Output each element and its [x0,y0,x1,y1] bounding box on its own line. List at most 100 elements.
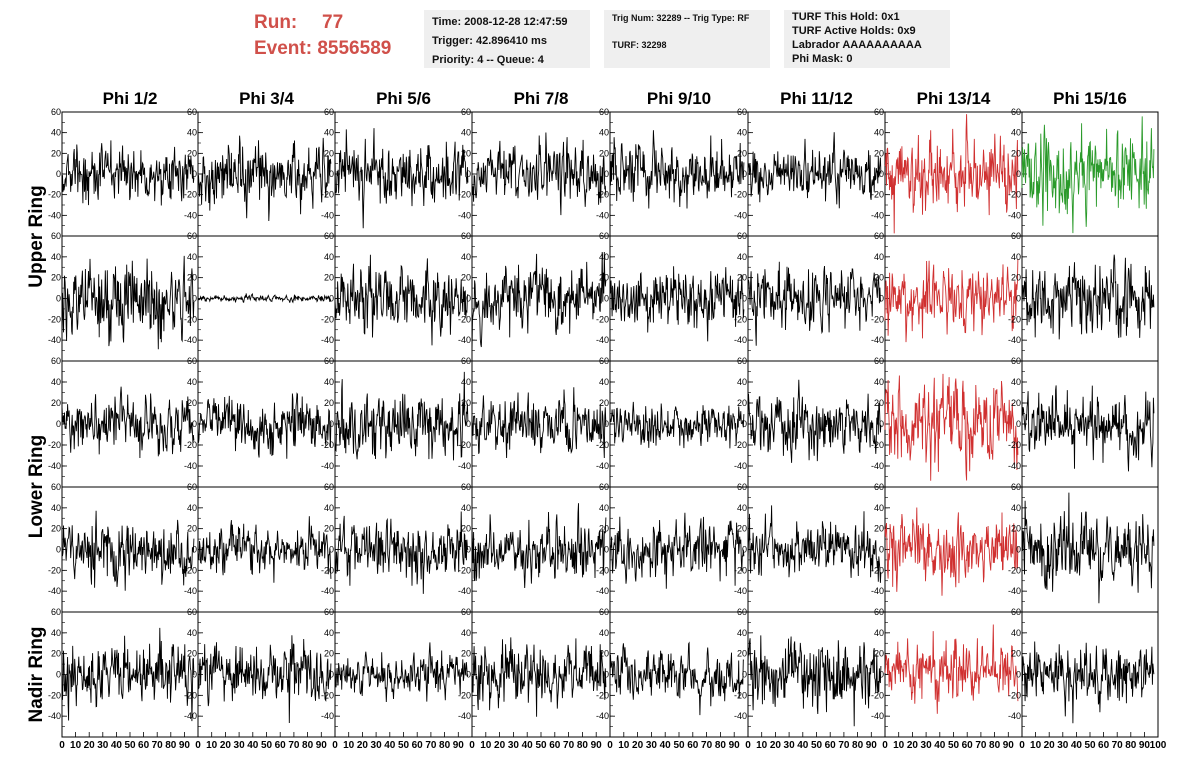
y-tick-label: -40 [184,586,197,596]
y-tick-label: 40 [874,503,884,513]
y-tick-label: -20 [734,190,747,200]
y-tick-label: 40 [1011,628,1021,638]
y-tick-label: 20 [51,273,61,283]
y-tick-label: 20 [599,398,609,408]
y-tick-label: -40 [734,586,747,596]
waveform-trace [334,642,469,703]
x-tick-label: 10 [70,740,82,751]
y-tick-label: -40 [734,461,747,471]
y-tick-label: -40 [184,335,197,345]
y-tick-label: 40 [1011,128,1021,138]
x-tick-label: 30 [371,740,383,751]
x-tick-label: 50 [948,740,960,751]
y-tick-label: 20 [874,524,884,534]
y-tick-label: -20 [458,565,471,575]
y-tick-label: 20 [737,649,747,659]
waveform-trace [884,373,1019,481]
y-tick-label: 0 [742,169,747,179]
y-tick-label: 60 [187,607,197,617]
x-tick-label: 80 [715,740,727,751]
x-tick-label: 50 [811,740,823,751]
waveform-trace [609,130,745,209]
time-line: Time: 2008-12-28 12:47:59 [432,16,568,28]
waveform-trace [61,140,195,206]
y-tick-label: 60 [599,356,609,366]
y-tick-label: -20 [458,690,471,700]
y-tick-label: 0 [604,545,609,555]
y-tick-label: 20 [187,273,197,283]
y-tick-label: -20 [596,314,609,324]
waveform-trace [61,510,195,591]
x-tick-label: 0 [745,740,751,751]
column-title: Phi 1/2 [103,89,158,108]
row-group-title: Nadir Ring [26,626,47,722]
y-tick-label: 60 [51,356,61,366]
y-tick-label: 20 [324,398,334,408]
y-tick-label: -20 [48,565,61,575]
y-tick-label: 60 [599,107,609,117]
turf-line: TURF: 32298 [612,40,667,50]
y-tick-label: 60 [324,231,334,241]
y-tick-label: -20 [1008,314,1021,324]
y-tick-label: 40 [51,377,61,387]
waveform-trace [471,132,607,216]
x-tick-label: 10 [206,740,218,751]
y-tick-label: 20 [324,273,334,283]
x-tick-label: 60 [825,740,837,751]
y-tick-label: -20 [321,440,334,450]
column-title: Phi 11/12 [780,89,853,108]
y-tick-label: 60 [599,231,609,241]
y-tick-label: 60 [874,356,884,366]
y-tick-label: 40 [599,128,609,138]
x-tick-label: 70 [425,740,437,751]
x-tick-label: 40 [247,740,259,751]
y-tick-label: -20 [1008,565,1021,575]
y-tick-label: 0 [466,670,471,680]
waveform-trace [1021,641,1155,724]
y-tick-label: 0 [466,545,471,555]
y-tick-label: 20 [461,398,471,408]
y-tick-label: 40 [461,128,471,138]
x-tick-label: 60 [275,740,287,751]
y-tick-label: 40 [599,252,609,262]
y-tick-label: 40 [599,377,609,387]
y-tick-label: -40 [871,711,884,721]
y-tick-label: 60 [1011,607,1021,617]
y-tick-label: 40 [461,503,471,513]
waveform-trace [1021,492,1155,604]
y-tick-label: 40 [187,503,197,513]
y-tick-label: 20 [51,398,61,408]
y-tick-label: 60 [461,107,471,117]
x-tick-label: 30 [508,740,520,751]
y-tick-label: 20 [737,398,747,408]
y-tick-label: 0 [1016,670,1021,680]
column-title: Phi 13/14 [917,89,991,108]
y-tick-label: -40 [596,210,609,220]
x-tick-label: 60 [549,740,561,751]
y-tick-label: 60 [51,607,61,617]
x-tick-label: 80 [302,740,314,751]
y-tick-label: 60 [187,482,197,492]
y-tick-label: -20 [734,440,747,450]
event-value: 8556589 [317,38,392,59]
x-tick-label: 40 [934,740,946,751]
y-tick-label: -40 [458,711,471,721]
x-tick-label: 10 [618,740,630,751]
x-tick-label: 80 [439,740,451,751]
waveform-trace [197,392,332,459]
y-tick-label: -40 [734,210,747,220]
y-tick-label: -40 [458,586,471,596]
y-tick-label: 0 [466,169,471,179]
y-tick-label: -40 [458,210,471,220]
y-tick-label: 40 [187,128,197,138]
y-tick-label: 20 [1011,398,1021,408]
x-tick-label: 30 [646,740,658,751]
y-tick-label: 0 [329,419,334,429]
y-tick-label: -20 [184,690,197,700]
y-tick-label: -40 [596,586,609,596]
x-tick-label: 100 [1150,740,1167,751]
y-tick-label: -40 [184,461,197,471]
x-tick-label: 90 [1139,740,1151,751]
x-tick-label: 80 [1125,740,1137,751]
